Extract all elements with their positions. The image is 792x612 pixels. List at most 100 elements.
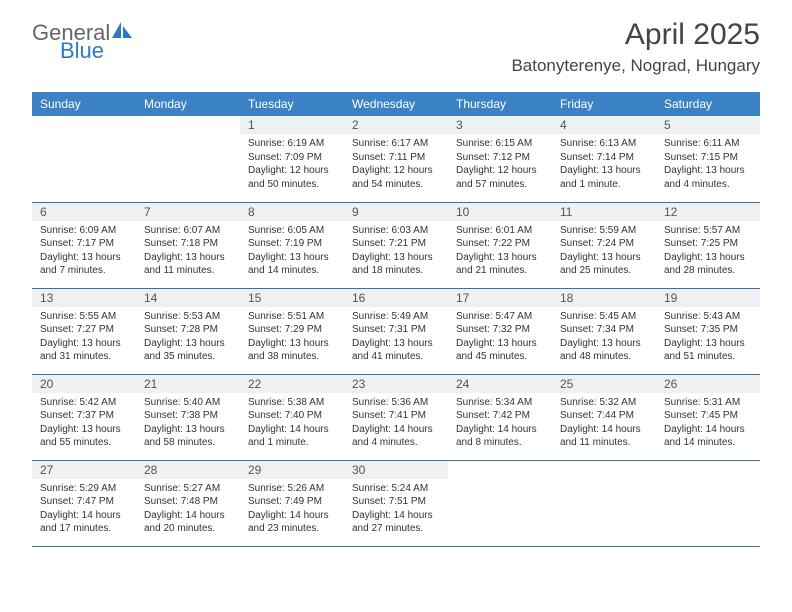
sunrise-text: Sunrise: 6:11 AM — [664, 137, 752, 151]
calendar-day-cell: 8Sunrise: 6:05 AMSunset: 7:19 PMDaylight… — [240, 202, 344, 288]
day-number: 28 — [136, 461, 240, 479]
day-details: Sunrise: 6:13 AMSunset: 7:14 PMDaylight:… — [552, 134, 656, 197]
day-number: 16 — [344, 289, 448, 307]
calendar-day-cell: 5Sunrise: 6:11 AMSunset: 7:15 PMDaylight… — [656, 116, 760, 202]
day-number — [656, 461, 760, 479]
day-details: Sunrise: 5:34 AMSunset: 7:42 PMDaylight:… — [448, 393, 552, 456]
sunrise-text: Sunrise: 5:36 AM — [352, 396, 440, 410]
daylight-text: Daylight: 13 hours and 28 minutes. — [664, 251, 752, 278]
sunrise-text: Sunrise: 5:38 AM — [248, 396, 336, 410]
sunset-text: Sunset: 7:34 PM — [560, 323, 648, 337]
sunset-text: Sunset: 7:22 PM — [456, 237, 544, 251]
calendar-week-row: 20Sunrise: 5:42 AMSunset: 7:37 PMDayligh… — [32, 374, 760, 460]
sunrise-text: Sunrise: 6:15 AM — [456, 137, 544, 151]
month-title: April 2025 — [511, 18, 760, 52]
day-number: 22 — [240, 375, 344, 393]
weekday-header: Thursday — [448, 92, 552, 116]
day-number: 7 — [136, 203, 240, 221]
calendar-day-cell: 20Sunrise: 5:42 AMSunset: 7:37 PMDayligh… — [32, 374, 136, 460]
weekday-header-row: Sunday Monday Tuesday Wednesday Thursday… — [32, 92, 760, 116]
day-number: 8 — [240, 203, 344, 221]
sunset-text: Sunset: 7:47 PM — [40, 495, 128, 509]
weekday-header: Tuesday — [240, 92, 344, 116]
day-number: 20 — [32, 375, 136, 393]
calendar-day-cell: 29Sunrise: 5:26 AMSunset: 7:49 PMDayligh… — [240, 460, 344, 546]
calendar-table: Sunday Monday Tuesday Wednesday Thursday… — [32, 92, 760, 547]
sunrise-text: Sunrise: 5:43 AM — [664, 310, 752, 324]
weekday-header: Wednesday — [344, 92, 448, 116]
day-details: Sunrise: 5:55 AMSunset: 7:27 PMDaylight:… — [32, 307, 136, 370]
weekday-header: Monday — [136, 92, 240, 116]
daylight-text: Daylight: 12 hours and 50 minutes. — [248, 164, 336, 191]
day-details: Sunrise: 5:45 AMSunset: 7:34 PMDaylight:… — [552, 307, 656, 370]
sunset-text: Sunset: 7:15 PM — [664, 151, 752, 165]
sunset-text: Sunset: 7:41 PM — [352, 409, 440, 423]
daylight-text: Daylight: 13 hours and 21 minutes. — [456, 251, 544, 278]
daylight-text: Daylight: 14 hours and 27 minutes. — [352, 509, 440, 536]
day-details: Sunrise: 6:01 AMSunset: 7:22 PMDaylight:… — [448, 221, 552, 284]
day-number: 29 — [240, 461, 344, 479]
daylight-text: Daylight: 14 hours and 20 minutes. — [144, 509, 232, 536]
day-number: 26 — [656, 375, 760, 393]
weekday-header: Friday — [552, 92, 656, 116]
daylight-text: Daylight: 14 hours and 17 minutes. — [40, 509, 128, 536]
day-number: 4 — [552, 116, 656, 134]
day-details: Sunrise: 5:31 AMSunset: 7:45 PMDaylight:… — [656, 393, 760, 456]
sunrise-text: Sunrise: 5:57 AM — [664, 224, 752, 238]
day-number: 23 — [344, 375, 448, 393]
day-number: 1 — [240, 116, 344, 134]
calendar-day-cell — [552, 460, 656, 546]
sunrise-text: Sunrise: 5:26 AM — [248, 482, 336, 496]
day-details: Sunrise: 6:19 AMSunset: 7:09 PMDaylight:… — [240, 134, 344, 197]
sunrise-text: Sunrise: 5:47 AM — [456, 310, 544, 324]
day-details: Sunrise: 5:40 AMSunset: 7:38 PMDaylight:… — [136, 393, 240, 456]
day-details: Sunrise: 5:51 AMSunset: 7:29 PMDaylight:… — [240, 307, 344, 370]
day-number: 25 — [552, 375, 656, 393]
sunset-text: Sunset: 7:44 PM — [560, 409, 648, 423]
calendar-day-cell: 22 Sunrise: 5:38 AMSunset: 7:40 PMDayligh… — [240, 374, 344, 460]
sunrise-text: Sunrise: 6:03 AM — [352, 224, 440, 238]
sunset-text: Sunset: 7:09 PM — [248, 151, 336, 165]
day-details: Sunrise: 5:43 AMSunset: 7:35 PMDaylight:… — [656, 307, 760, 370]
calendar-day-cell: 25Sunrise: 5:32 AMSunset: 7:44 PMDayligh… — [552, 374, 656, 460]
daylight-text: Daylight: 14 hours and 4 minutes. — [352, 423, 440, 450]
sunset-text: Sunset: 7:12 PM — [456, 151, 544, 165]
calendar-day-cell: 4Sunrise: 6:13 AMSunset: 7:14 PMDaylight… — [552, 116, 656, 202]
daylight-text: Daylight: 13 hours and 25 minutes. — [560, 251, 648, 278]
sunset-text: Sunset: 7:40 PM — [248, 409, 336, 423]
day-number: 10 — [448, 203, 552, 221]
day-number — [32, 116, 136, 134]
sunset-text: Sunset: 7:18 PM — [144, 237, 232, 251]
sunset-text: Sunset: 7:29 PM — [248, 323, 336, 337]
day-number: 19 — [656, 289, 760, 307]
calendar-day-cell: 13Sunrise: 5:55 AMSunset: 7:27 PMDayligh… — [32, 288, 136, 374]
day-details: Sunrise: 6:09 AMSunset: 7:17 PMDaylight:… — [32, 221, 136, 284]
sunset-text: Sunset: 7:38 PM — [144, 409, 232, 423]
day-number: 5 — [656, 116, 760, 134]
day-number: 11 — [552, 203, 656, 221]
sunset-text: Sunset: 7:14 PM — [560, 151, 648, 165]
calendar-day-cell: 23Sunrise: 5:36 AMSunset: 7:41 PMDayligh… — [344, 374, 448, 460]
day-details: Sunrise: 5:36 AMSunset: 7:41 PMDaylight:… — [344, 393, 448, 456]
location: Batonyterenye, Nograd, Hungary — [511, 56, 760, 76]
sunrise-text: Sunrise: 5:55 AM — [40, 310, 128, 324]
day-number: 13 — [32, 289, 136, 307]
calendar-day-cell: 17Sunrise: 5:47 AMSunset: 7:32 PMDayligh… — [448, 288, 552, 374]
calendar-day-cell: 10Sunrise: 6:01 AMSunset: 7:22 PMDayligh… — [448, 202, 552, 288]
sunset-text: Sunset: 7:31 PM — [352, 323, 440, 337]
daylight-text: Daylight: 14 hours and 1 minute. — [248, 423, 336, 450]
sunrise-text: Sunrise: 5:29 AM — [40, 482, 128, 496]
daylight-text: Daylight: 12 hours and 54 minutes. — [352, 164, 440, 191]
day-details: Sunrise: 5:42 AMSunset: 7:37 PMDaylight:… — [32, 393, 136, 456]
sunrise-text: Sunrise: 6:17 AM — [352, 137, 440, 151]
sunset-text: Sunset: 7:37 PM — [40, 409, 128, 423]
sunrise-text: Sunrise: 6:05 AM — [248, 224, 336, 238]
day-details: Sunrise: 6:11 AMSunset: 7:15 PMDaylight:… — [656, 134, 760, 197]
sunrise-text: Sunrise: 5:34 AM — [456, 396, 544, 410]
day-details: Sunrise: 6:05 AMSunset: 7:19 PMDaylight:… — [240, 221, 344, 284]
daylight-text: Daylight: 14 hours and 14 minutes. — [664, 423, 752, 450]
daylight-text: Daylight: 13 hours and 41 minutes. — [352, 337, 440, 364]
calendar-week-row: 6Sunrise: 6:09 AMSunset: 7:17 PMDaylight… — [32, 202, 760, 288]
title-block: April 2025 Batonyterenye, Nograd, Hungar… — [511, 18, 760, 76]
day-details: Sunrise: 6:07 AMSunset: 7:18 PMDaylight:… — [136, 221, 240, 284]
